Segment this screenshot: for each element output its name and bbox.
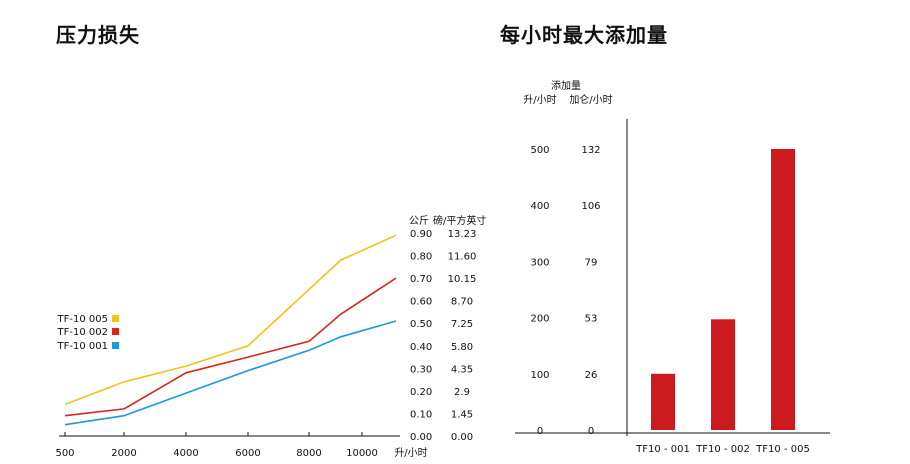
y-axis-unit-label-alt: 磅/平方英寸 [433,214,486,227]
y-tick-label-alt: 26 [585,370,598,381]
y-tick-label-alt: 106 [581,201,600,212]
y-tick-label: 500 [530,145,549,156]
y-tick-label: 0.10 [410,409,432,420]
y-tick-label: 0.20 [410,387,432,398]
y-tick-label-alt: 13.23 [448,229,477,240]
y-unit-liters: 升/小时 [523,94,556,106]
bar [771,149,795,430]
legend-swatch [112,328,119,335]
x-tick-label: 2000 [111,448,136,459]
y-axis-title: 添加量 [551,79,581,92]
x-tick-label: 500 [55,448,74,459]
legend-swatch [112,315,119,322]
y-tick-label-alt: 10.15 [448,274,477,285]
y-tick-label: 400 [530,201,549,212]
y-tick-label: 0.30 [410,364,432,375]
right-chart-title: 每小时最大添加量 [500,23,668,47]
x-axis-unit-label: 升/小时 [394,447,427,459]
x-tick-label: 4000 [173,448,198,459]
series-line [64,277,397,417]
x-tick-label: TF10 - 002 [695,444,750,455]
y-tick-label-alt: 0.00 [451,432,473,443]
y-tick-label: 0.80 [410,252,432,263]
y-tick-label: 0.90 [410,229,432,240]
y-tick-label: 300 [530,257,549,268]
y-tick-label: 0.60 [410,297,432,308]
x-tick-label: TF10 - 005 [755,444,810,455]
y-axis-unit-label: 公斤 [409,215,429,227]
legend-swatch [112,342,119,349]
legend-label: TF-10 005 [57,314,108,325]
y-tick-label-alt: 1.45 [451,409,473,420]
series-line [64,320,397,426]
legend-label: TF-10 001 [57,341,108,352]
x-tick-label: 10000 [346,448,378,459]
left-chart-title: 压力损失 [56,23,140,47]
series-line [64,234,397,406]
x-tick-label: TF10 - 001 [635,444,690,455]
y-tick-label-alt: 4.35 [451,364,473,375]
x-tick-label: 6000 [235,448,260,459]
y-tick-label: 0.00 [410,432,432,443]
y-tick-label: 0.40 [410,342,432,353]
y-tick-label-alt: 79 [585,257,598,268]
y-tick-label: 200 [530,314,549,325]
y-tick-label: 0.50 [410,319,432,330]
y-tick-label-alt: 11.60 [448,252,477,263]
y-tick-label-alt: 53 [585,314,598,325]
x-tick-label: 8000 [296,448,321,459]
y-tick-label: 0 [537,426,543,437]
y-tick-label-alt: 5.80 [451,342,473,353]
y-unit-gallons: 加仑/小时 [569,93,612,106]
y-tick-label: 100 [530,370,549,381]
y-tick-label-alt: 0 [588,426,594,437]
y-tick-label: 0.70 [410,274,432,285]
y-tick-label-alt: 8.70 [451,297,473,308]
bar [651,373,675,430]
y-tick-label-alt: 132 [581,145,600,156]
y-tick-label-alt: 2.9 [454,387,470,398]
y-tick-label-alt: 7.25 [451,319,473,330]
bar [711,319,735,430]
legend-label: TF-10 002 [57,327,108,338]
